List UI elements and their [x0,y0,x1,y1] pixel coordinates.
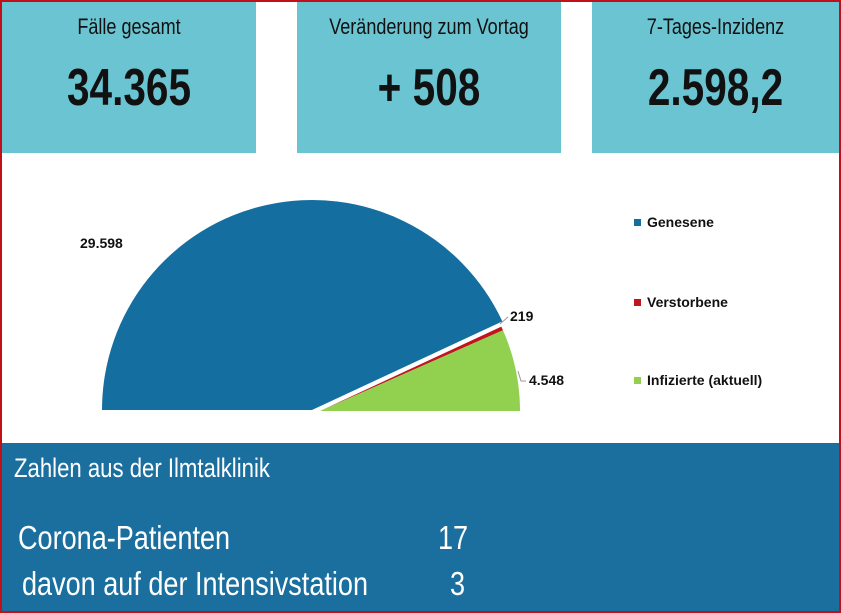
kpi-daily-change: Veränderung zum Vortag + 508 [297,2,561,153]
kpi-value: 34.365 [66,59,192,117]
kpi-title: 7-Tages-Inzidenz [646,14,785,39]
legend-label: Infizierte (aktuell) [647,372,762,388]
kpi-value: 2.598,2 [647,59,784,117]
kpi-value: + 508 [377,59,481,117]
legend-label: Verstorbene [647,294,728,310]
kpi-7day-incidence: 7-Tages-Inzidenz 2.598,2 [592,2,839,153]
pie-slice-verstorbene [320,326,503,411]
legend-swatch [634,299,641,306]
data-label: 219 [510,308,534,324]
data-label: 4.548 [529,372,564,388]
clinic-panel: Zahlen aus der Ilmtalklinik Corona-Patie… [2,443,839,611]
legend-label: Genesene [647,214,714,230]
clinic-row-label: Corona-Patienten [18,519,231,556]
kpi-total-cases: Fälle gesamt 34.365 [2,2,256,153]
kpi-title: Veränderung zum Vortag [329,14,529,39]
legend-swatch [634,219,641,226]
kpi-title: Fälle gesamt [77,14,181,39]
legend-swatch [634,377,641,384]
clinic-title: Zahlen aus der Ilmtalklinik [14,453,270,483]
pie-slice-genesene [102,199,503,410]
pie-chart: 29.598 219 4.548 Genesene Verstorbene Infizi… [80,199,762,411]
clinic-row-value: 17 [438,519,469,556]
clinic-row-value: 3 [450,565,466,602]
clinic-row-label: davon auf der Intensivstation [22,565,369,602]
data-label: 29.598 [80,235,123,251]
pie-slice-infizierte-aktuell- [320,330,520,411]
